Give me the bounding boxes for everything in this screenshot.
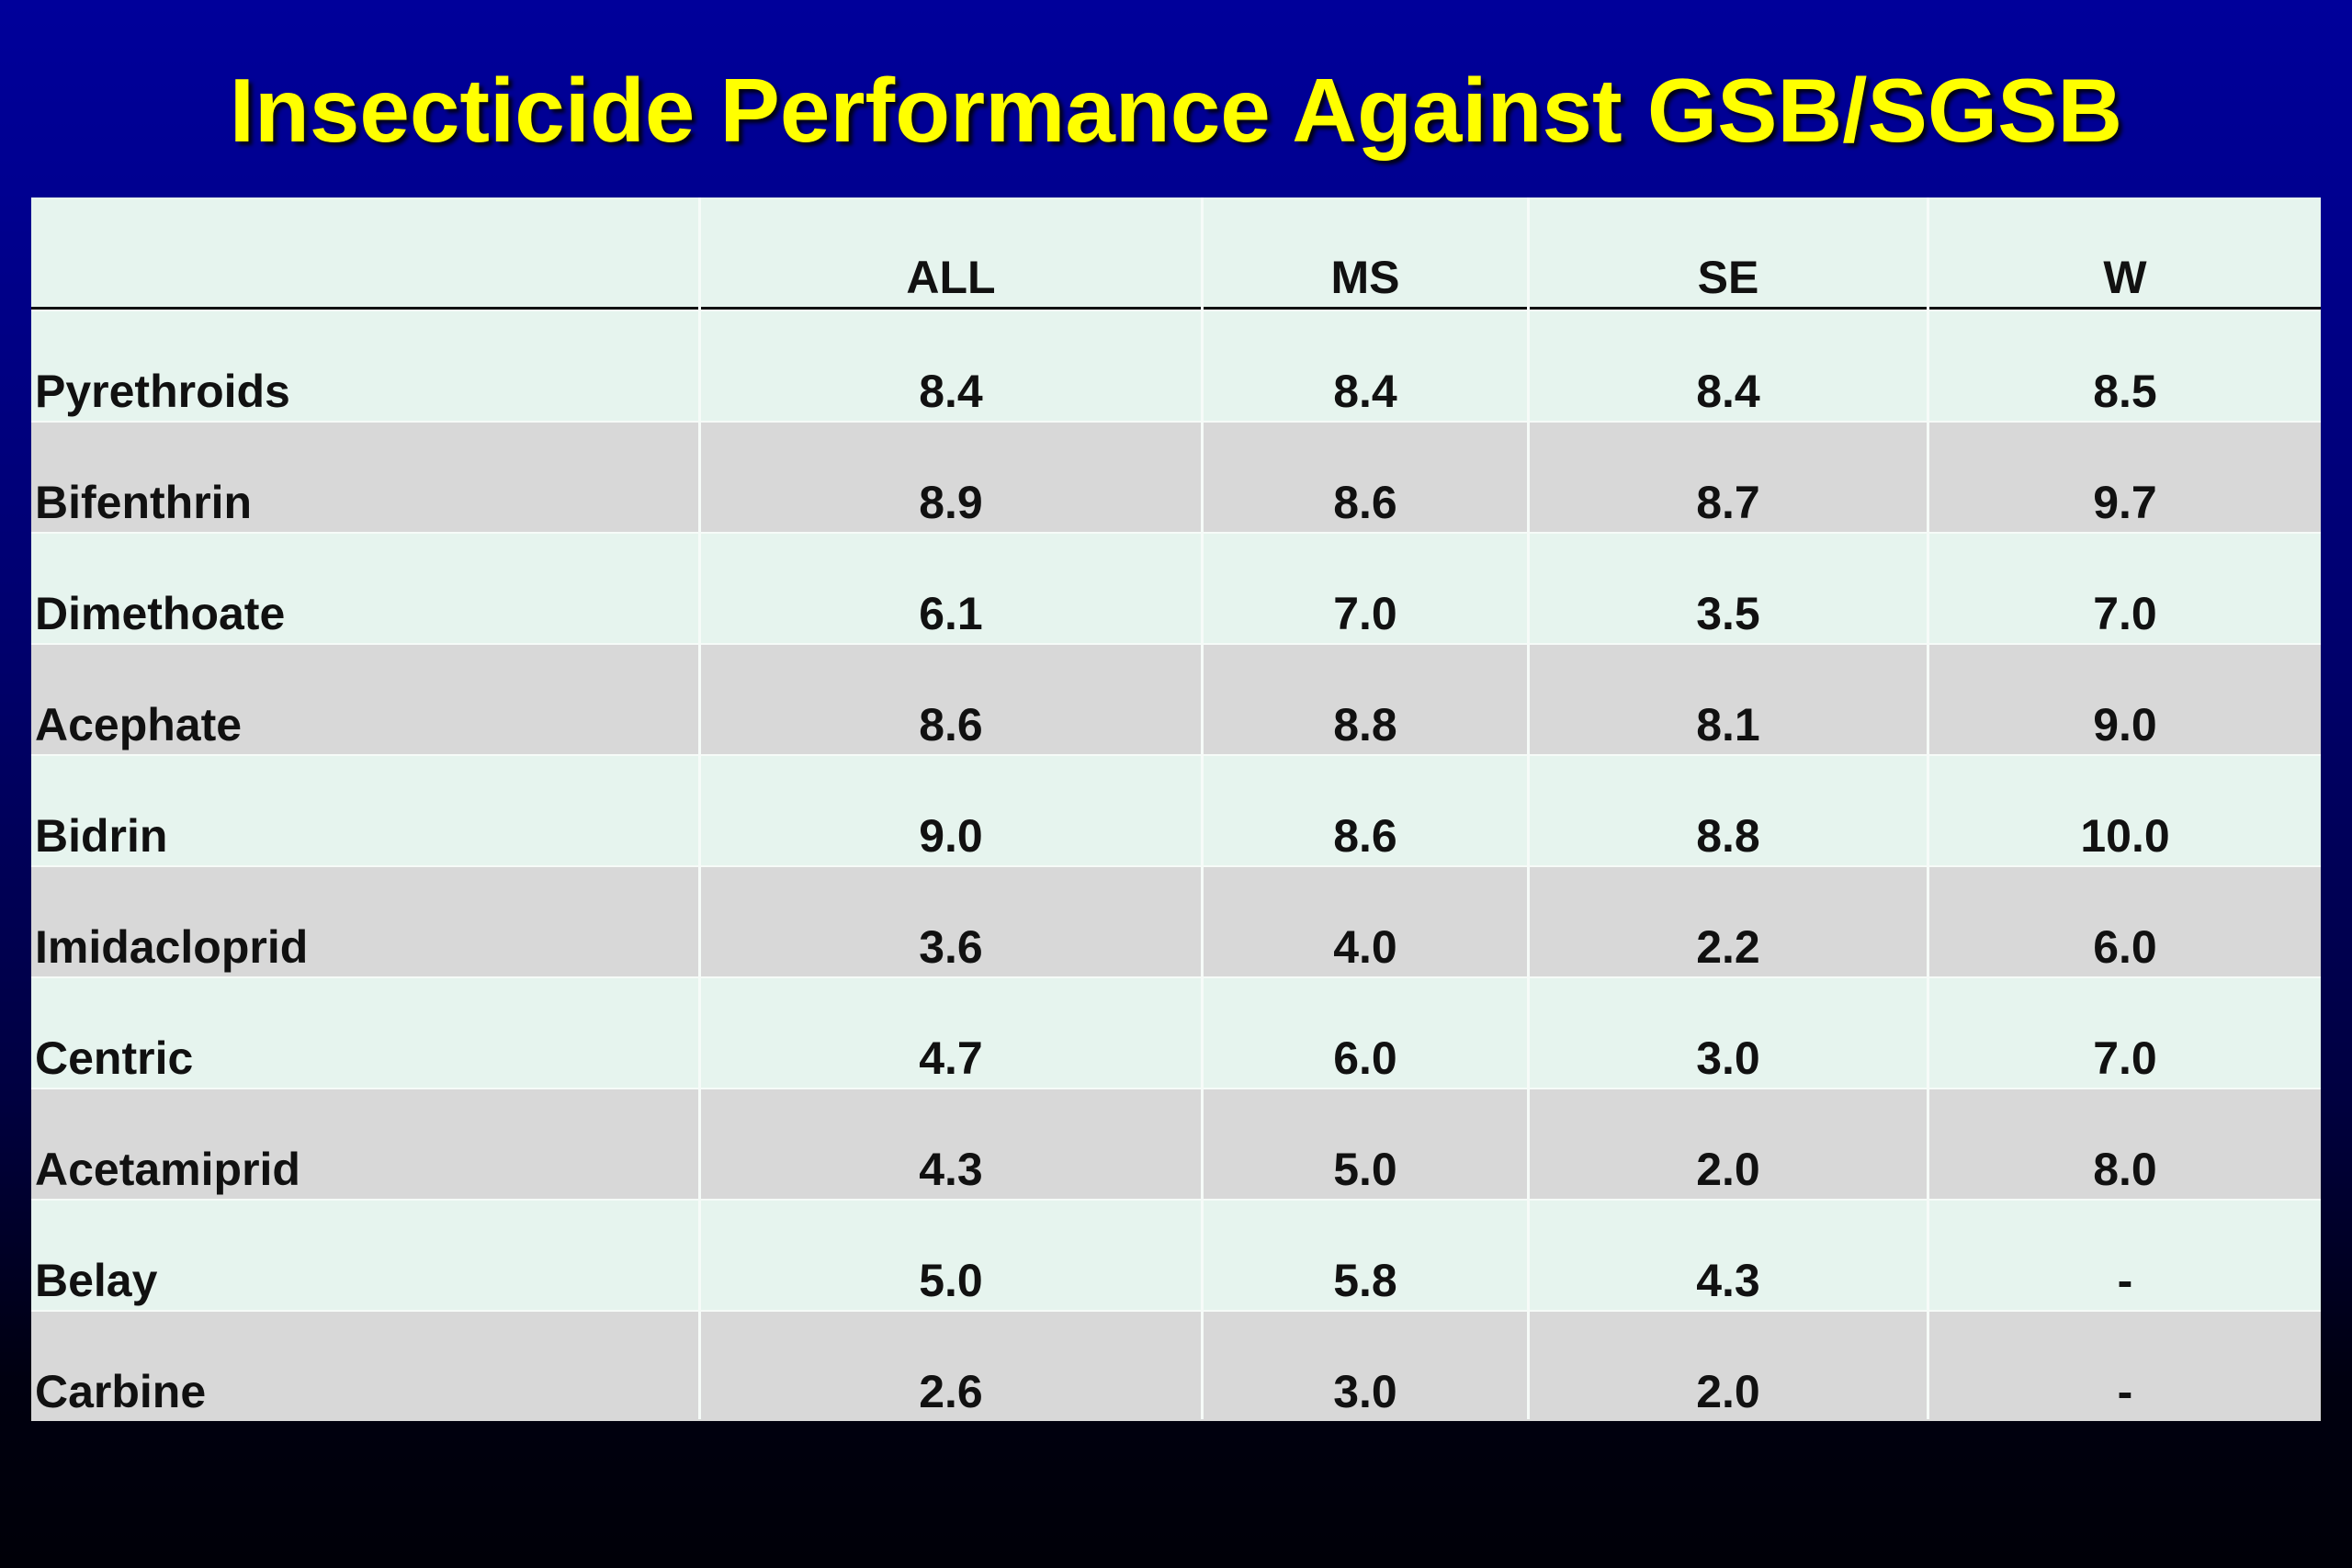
table-row: Centric 4.7 6.0 3.0 7.0: [31, 976, 2321, 1088]
row-label: Bidrin: [35, 810, 168, 862]
table-row: Imidacloprid 3.6 4.0 2.2 6.0: [31, 865, 2321, 976]
table-row: Bidrin 9.0 8.6 8.8 10.0: [31, 754, 2321, 865]
cell-all: 8.4: [919, 366, 983, 417]
cell-all: 2.6: [919, 1366, 983, 1417]
table-row: Acephate 8.6 8.8 8.1 9.0: [31, 643, 2321, 754]
header-cell-se: SE: [1697, 252, 1759, 303]
cell-ms: 8.8: [1333, 699, 1397, 750]
cell-se: 8.4: [1696, 366, 1760, 417]
table-row: Belay 5.0 5.8 4.3 -: [31, 1199, 2321, 1310]
column-divider: [1527, 197, 1530, 1419]
row-label: Pyrethroids: [35, 366, 290, 417]
row-label: Acephate: [35, 699, 243, 750]
row-label: Dimethoate: [35, 588, 286, 639]
cell-ms: 5.8: [1333, 1255, 1397, 1306]
cell-w: 7.0: [2093, 1032, 2157, 1084]
cell-w: 8.0: [2093, 1144, 2157, 1195]
cell-all: 4.3: [919, 1144, 983, 1195]
cell-all: 8.6: [919, 699, 983, 750]
cell-w: 9.0: [2093, 699, 2157, 750]
cell-all: 5.0: [919, 1255, 983, 1306]
cell-all: 3.6: [919, 921, 983, 973]
cell-w: 8.5: [2093, 366, 2157, 417]
cell-se: 2.0: [1696, 1144, 1760, 1195]
cell-ms: 6.0: [1333, 1032, 1397, 1084]
cell-se: 8.8: [1696, 810, 1760, 862]
cell-ms: 5.0: [1333, 1144, 1397, 1195]
row-label: Acetamiprid: [35, 1144, 300, 1195]
cell-se: 4.3: [1696, 1255, 1760, 1306]
cell-w: 9.7: [2093, 477, 2157, 528]
row-label: Carbine: [35, 1366, 207, 1417]
cell-w: -: [2117, 1366, 2133, 1417]
column-divider: [698, 197, 701, 1419]
cell-w: 10.0: [2080, 810, 2170, 862]
slide-title: Insecticide Performance Against GSB/SGSB: [229, 60, 2123, 161]
row-label: Centric: [35, 1032, 194, 1084]
cell-w: 6.0: [2093, 921, 2157, 973]
table-header-row: ALL MS SE W: [31, 197, 2321, 310]
column-divider: [1927, 197, 1929, 1419]
header-cell-ms: MS: [1330, 252, 1400, 303]
column-divider: [1201, 197, 1204, 1419]
row-label: Bifenthrin: [35, 477, 253, 528]
row-label: Belay: [35, 1255, 158, 1306]
header-cell-w: W: [2103, 252, 2147, 303]
cell-ms: 7.0: [1333, 588, 1397, 639]
cell-ms: 4.0: [1333, 921, 1397, 973]
cell-ms: 8.4: [1333, 366, 1397, 417]
table-row: Dimethoate 6.1 7.0 3.5 7.0: [31, 532, 2321, 643]
cell-se: 8.1: [1696, 699, 1760, 750]
cell-all: 4.7: [919, 1032, 983, 1084]
table-row: Carbine 2.6 3.0 2.0 -: [31, 1310, 2321, 1421]
header-cell-all: ALL: [906, 252, 996, 303]
row-label: Imidacloprid: [35, 921, 309, 973]
cell-se: 2.2: [1696, 921, 1760, 973]
table-row: Bifenthrin 8.9 8.6 8.7 9.7: [31, 421, 2321, 532]
performance-table: ALL MS SE W Pyrethroids 8.4 8.4 8.4 8.5 …: [31, 197, 2321, 1421]
cell-se: 2.0: [1696, 1366, 1760, 1417]
cell-all: 9.0: [919, 810, 983, 862]
cell-se: 3.0: [1696, 1032, 1760, 1084]
cell-se: 8.7: [1696, 477, 1760, 528]
cell-ms: 8.6: [1333, 477, 1397, 528]
cell-all: 8.9: [919, 477, 983, 528]
cell-w: -: [2117, 1255, 2133, 1306]
table-row: Pyrethroids 8.4 8.4 8.4 8.5: [31, 310, 2321, 421]
cell-w: 7.0: [2093, 588, 2157, 639]
cell-se: 3.5: [1696, 588, 1760, 639]
cell-ms: 8.6: [1333, 810, 1397, 862]
table-row: Acetamiprid 4.3 5.0 2.0 8.0: [31, 1088, 2321, 1199]
cell-ms: 3.0: [1333, 1366, 1397, 1417]
cell-all: 6.1: [919, 588, 983, 639]
